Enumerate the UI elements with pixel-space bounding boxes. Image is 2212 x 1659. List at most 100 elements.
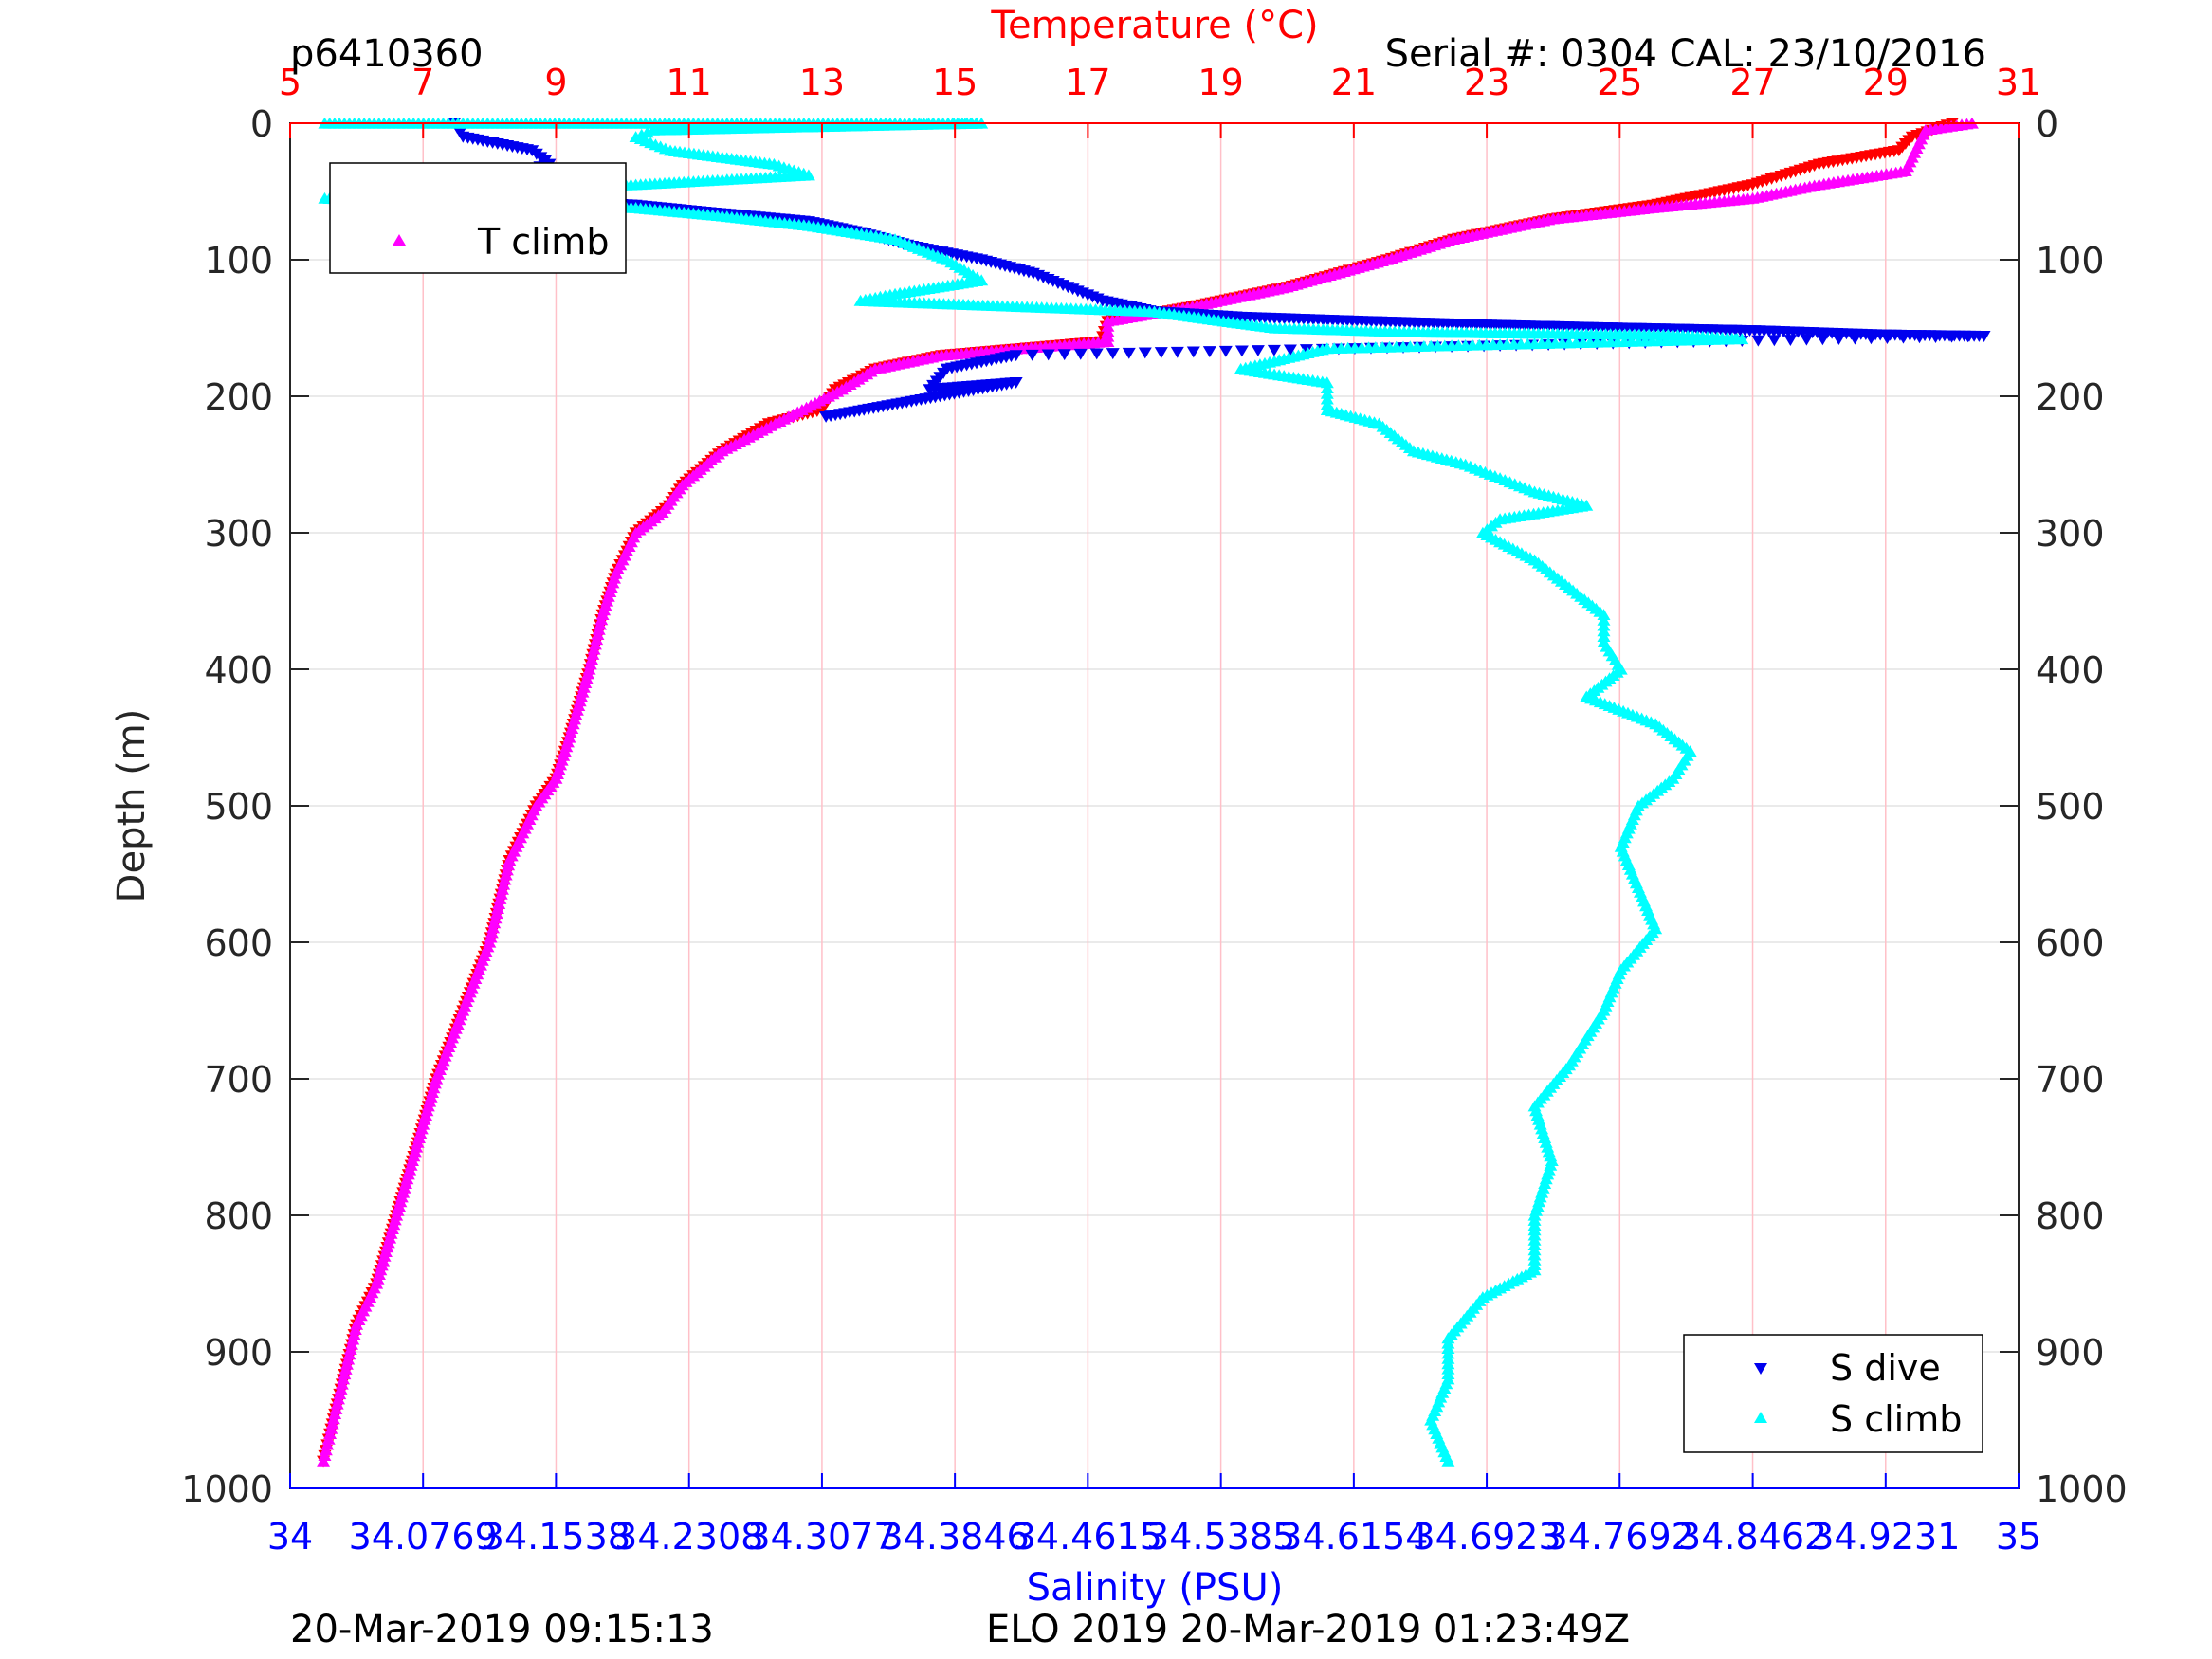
temperature-tick-label: 13 xyxy=(799,62,845,103)
s-dive-point xyxy=(1751,335,1765,347)
depth-tick-label-right: 600 xyxy=(2036,922,2105,964)
t-climb-point xyxy=(334,1382,348,1395)
temperature-tick-label: 31 xyxy=(1996,62,2041,103)
s-dive-point xyxy=(1816,334,1830,346)
t-climb-point xyxy=(319,1444,333,1456)
t-climb-point xyxy=(591,629,605,640)
s-dive-point xyxy=(1041,349,1055,361)
footer-center: ELO 2019 20-Mar-2019 01:23:49Z xyxy=(986,1608,1630,1651)
t-climb-point xyxy=(347,1328,361,1340)
t-climb-point xyxy=(497,878,511,890)
t-climb-point xyxy=(588,638,602,650)
salinity-tick-label: 34 xyxy=(267,1516,313,1558)
depth-tick-label: 500 xyxy=(204,786,273,828)
s-dive-point xyxy=(1929,332,1943,343)
s-dive-point xyxy=(1122,347,1136,359)
t-climb-point xyxy=(503,854,517,866)
s-dive-point xyxy=(1880,333,1894,344)
t-climb-point xyxy=(488,912,503,924)
t-climb-point xyxy=(499,868,513,881)
s-dive-point xyxy=(1106,348,1120,360)
t-climb-point xyxy=(318,1449,332,1462)
s-dive-point xyxy=(1783,335,1798,346)
t-climb-point xyxy=(587,643,601,655)
s-dive-point xyxy=(1251,345,1265,357)
legend-t-climb-marker xyxy=(393,234,406,246)
s-dive-point xyxy=(1896,332,1910,344)
temperature-tick-label: 15 xyxy=(932,62,978,103)
t-climb-point xyxy=(348,1323,362,1336)
depth-tick-label: 400 xyxy=(204,649,273,691)
legend-temperature: T climb xyxy=(329,162,627,274)
depth-tick-label: 900 xyxy=(204,1332,273,1374)
s-dive-point xyxy=(1800,334,1814,346)
temperature-tick-label: 25 xyxy=(1597,62,1642,103)
t-climb-point xyxy=(585,653,599,665)
depth-tick-label-right: 400 xyxy=(2036,649,2105,691)
t-climb-point xyxy=(343,1343,357,1355)
t-climb-point xyxy=(342,1348,356,1360)
t-climb-point xyxy=(321,1432,336,1445)
t-climb-point xyxy=(324,1422,338,1434)
depth-tick-label-right: 200 xyxy=(2036,376,2105,418)
s-dive-point xyxy=(1057,349,1071,361)
depth-tick-label: 1000 xyxy=(181,1468,273,1510)
s-dive-point xyxy=(1202,346,1216,358)
depth-tick-label-right: 1000 xyxy=(2036,1468,2128,1510)
t-climb-point xyxy=(326,1413,340,1425)
depth-tick-label: 700 xyxy=(204,1059,273,1101)
s-dive-point xyxy=(1073,348,1088,360)
temperature-tick-label: 5 xyxy=(279,62,302,103)
t-climb-point xyxy=(330,1397,344,1410)
depth-tick-label: 200 xyxy=(204,376,273,418)
t-climb-point xyxy=(333,1388,347,1400)
temperature-tick-label: 19 xyxy=(1197,62,1243,103)
t-climb-point xyxy=(500,864,514,876)
legend-s-dive-label: S dive xyxy=(1830,1347,1941,1389)
t-climb-point xyxy=(487,917,502,929)
s-dive-point xyxy=(1267,344,1281,356)
salinity-tick-label: 34.0769 xyxy=(349,1516,498,1558)
s-dive-point xyxy=(1912,332,1927,344)
temperature-tick-label: 11 xyxy=(667,62,712,103)
salinity-tick-label: 34.9231 xyxy=(1811,1516,1960,1558)
legend-salinity-box xyxy=(1683,1334,1983,1453)
depth-tick-label: 300 xyxy=(204,513,273,555)
header-left: p6410360 xyxy=(290,32,484,76)
temperature-tick-label: 27 xyxy=(1729,62,1775,103)
t-climb-point xyxy=(489,907,503,920)
s-dive-point xyxy=(1832,334,1846,345)
t-climb-point xyxy=(484,931,498,943)
depth-tick-label: 0 xyxy=(250,103,273,145)
s-dive-point xyxy=(1283,344,1297,356)
t-climb-point xyxy=(583,658,597,670)
salinity-tick-label: 34.3077 xyxy=(747,1516,896,1558)
salinity-tick-label: 34.7692 xyxy=(1545,1516,1694,1558)
header-right: Serial #: 0304 CAL: 23/10/2016 xyxy=(1385,32,1986,76)
temperature-tick-label: 17 xyxy=(1065,62,1110,103)
legend-s-dive-marker xyxy=(1754,1363,1767,1375)
s-dive-point xyxy=(819,411,833,423)
salinity-tick-label: 34.3846 xyxy=(881,1516,1030,1558)
t-climb-point xyxy=(495,883,509,895)
depth-tick-label: 800 xyxy=(204,1195,273,1237)
t-climb-point xyxy=(594,613,609,626)
t-climb-point xyxy=(345,1338,359,1350)
t-climb-point xyxy=(317,1454,331,1467)
t-climb-point xyxy=(320,1438,335,1450)
s-dive-point xyxy=(1864,333,1878,345)
depth-tick-label-right: 300 xyxy=(2036,513,2105,555)
temperature-tick-label: 9 xyxy=(544,62,567,103)
t-climb-point xyxy=(502,859,516,871)
salinity-tick-label: 35 xyxy=(1996,1516,2041,1558)
t-climb-point xyxy=(590,633,604,646)
legend-temperature-box xyxy=(329,162,627,274)
s-dive-point xyxy=(1170,346,1184,358)
depth-tick-label-right: 700 xyxy=(2036,1059,2105,1101)
salinity-tick-label: 34.1538 xyxy=(482,1516,631,1558)
t-climb-point xyxy=(484,926,499,939)
depth-axis-label: Depth (m) xyxy=(110,709,154,903)
legend-s-climb-marker xyxy=(1754,1412,1767,1423)
t-climb-point xyxy=(491,902,505,915)
s-dive-point xyxy=(1767,335,1782,347)
